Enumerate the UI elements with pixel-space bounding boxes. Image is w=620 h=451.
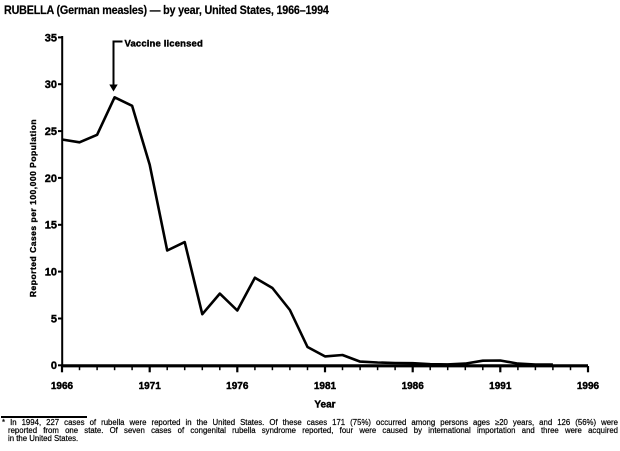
svg-text:1976: 1976 [226,381,249,392]
svg-text:1991: 1991 [489,381,512,392]
svg-text:1981: 1981 [314,381,337,392]
svg-text:Year: Year [314,400,335,411]
svg-text:Reported Cases per 100,000 Pop: Reported Cases per 100,000 Population [28,119,38,297]
svg-text:30: 30 [45,79,57,91]
svg-text:15: 15 [45,220,57,232]
svg-text:35: 35 [45,32,57,44]
svg-text:1971: 1971 [139,381,162,392]
svg-text:1996: 1996 [577,381,600,392]
svg-text:Vaccine licensed: Vaccine licensed [125,38,203,49]
svg-text:25: 25 [45,126,57,138]
svg-text:1966: 1966 [51,381,74,392]
svg-text:5: 5 [51,313,57,325]
svg-text:0: 0 [51,360,57,372]
svg-text:20: 20 [45,173,57,185]
svg-text:10: 10 [45,267,57,279]
svg-text:1986: 1986 [402,381,425,392]
